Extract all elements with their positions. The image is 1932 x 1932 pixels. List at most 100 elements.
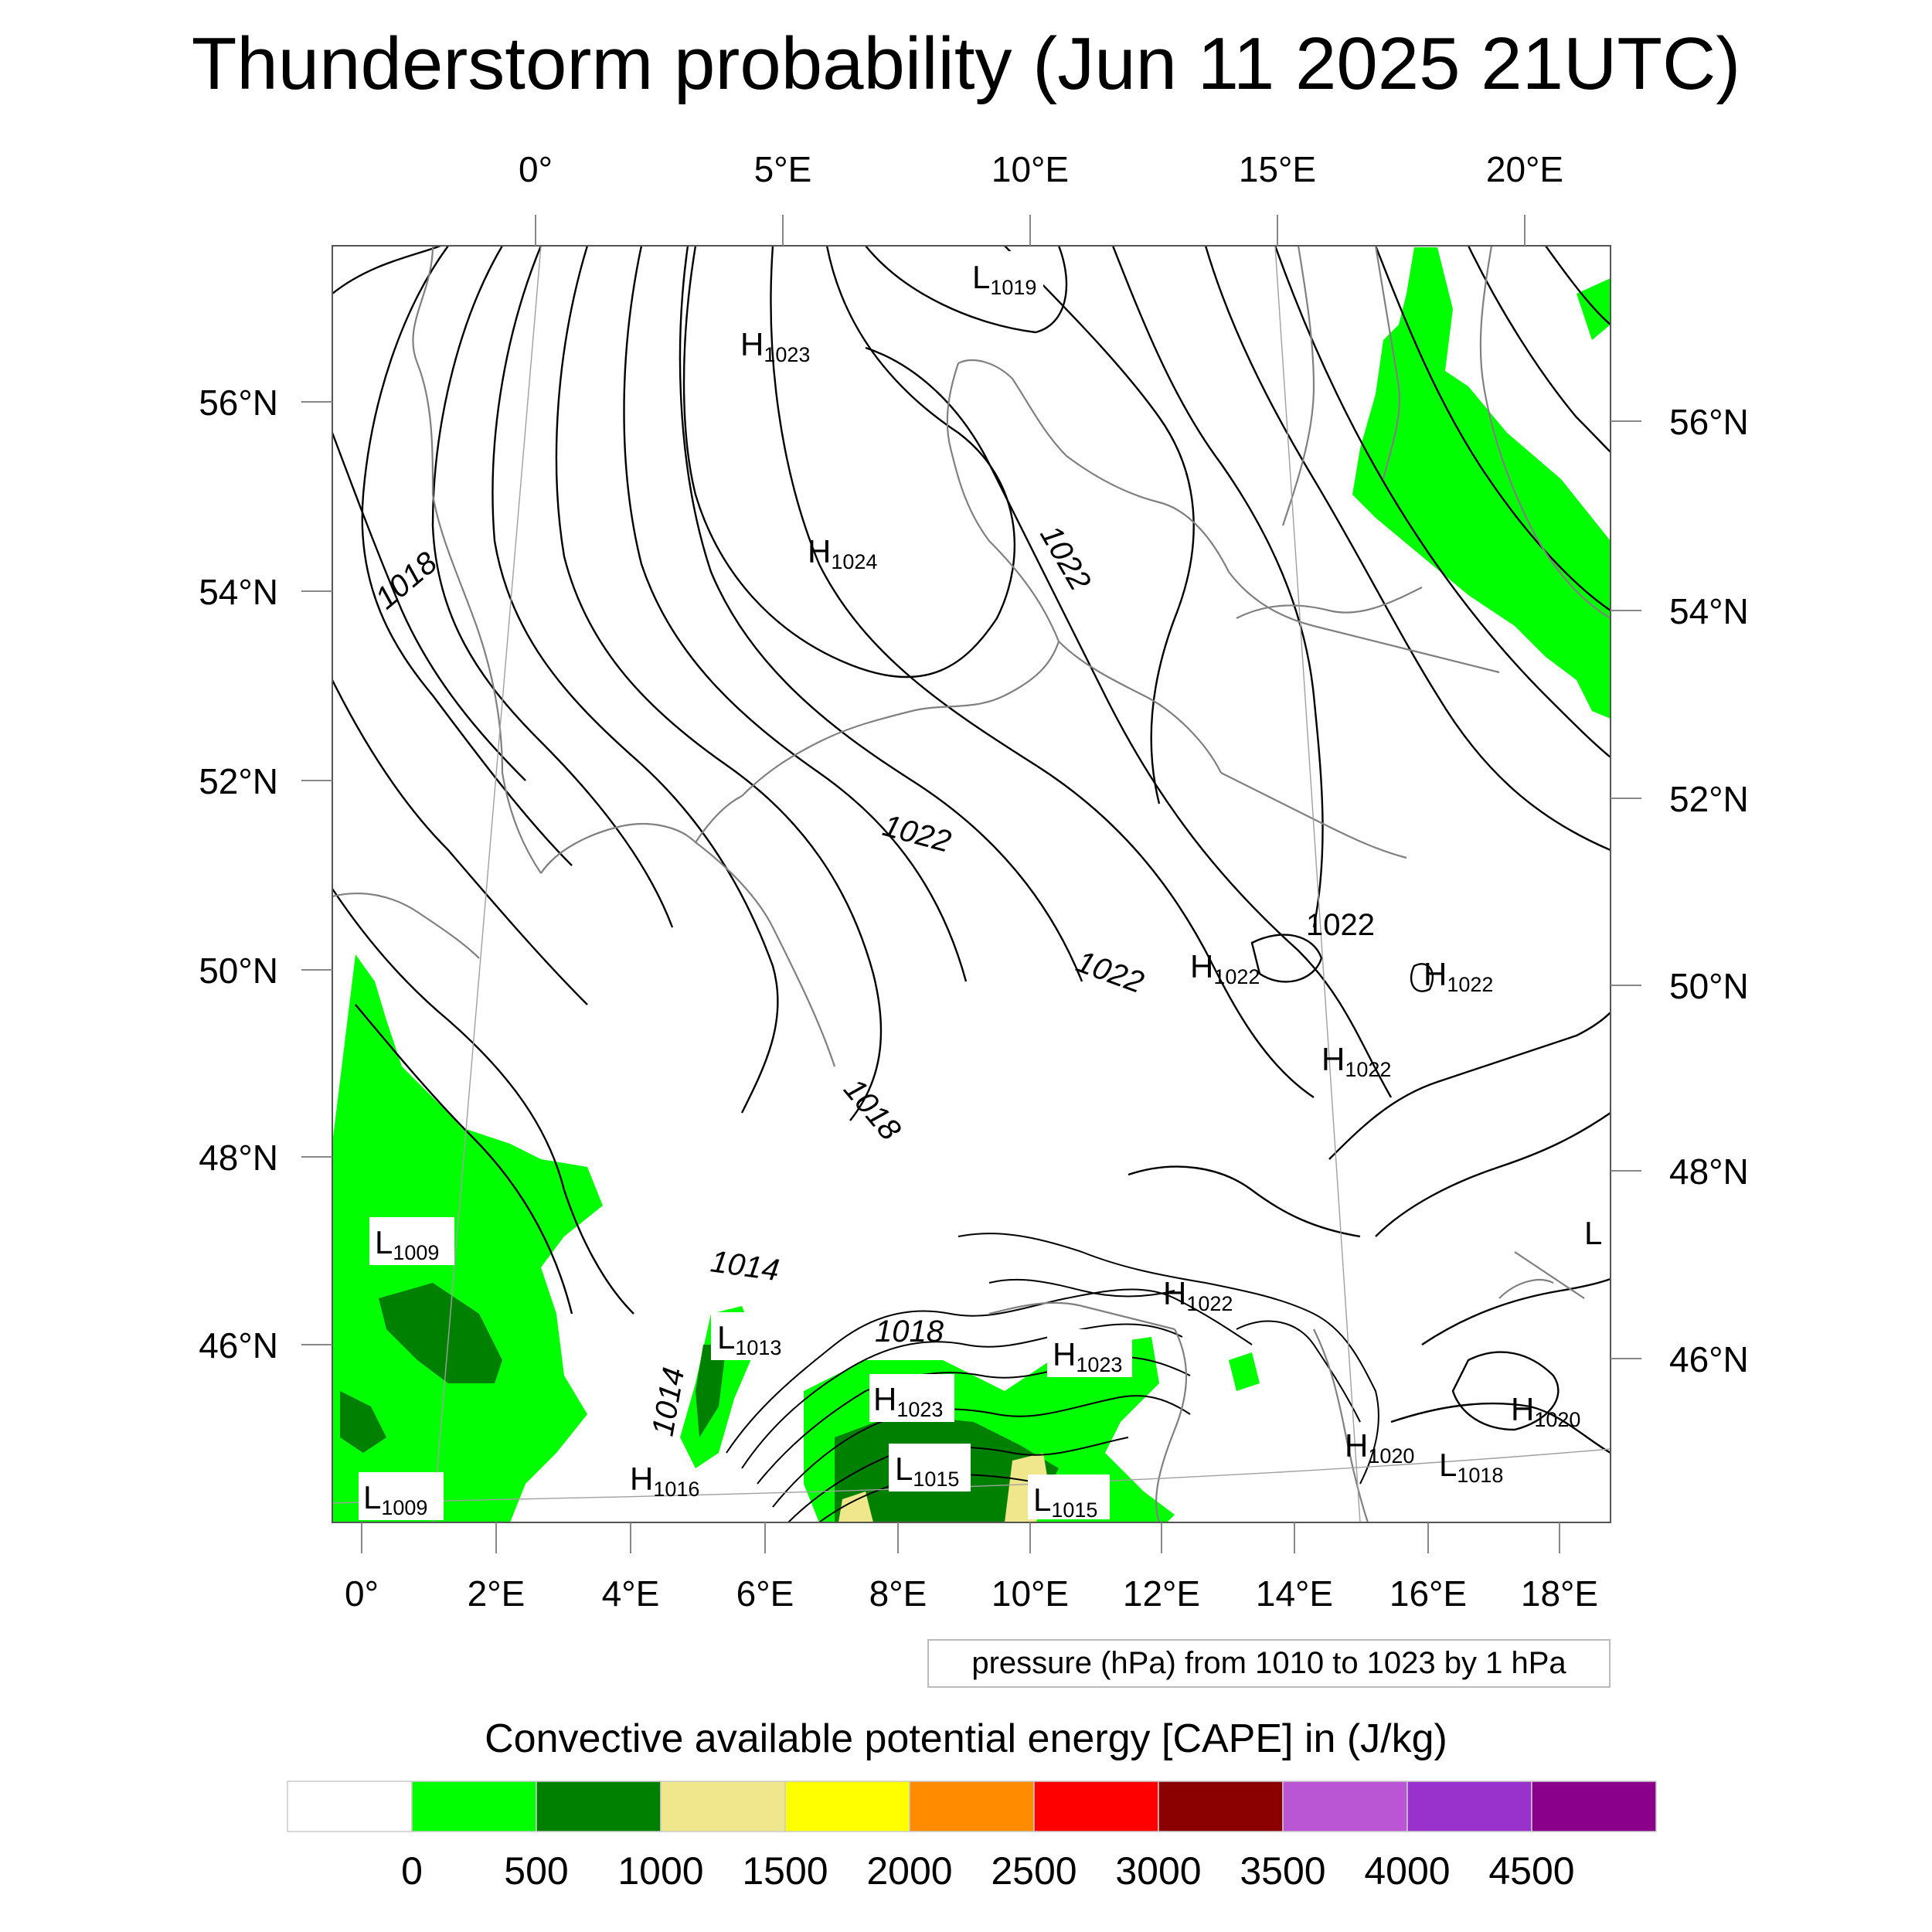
isobar	[1274, 246, 1611, 758]
pressure-centers: L1019 H1023 H1024 H1022 H1022 H1022 L100…	[359, 251, 1602, 1522]
bottom-lon-label: 12°E	[1123, 1573, 1200, 1614]
colorbar-swatch	[1033, 1781, 1159, 1832]
isobar	[332, 888, 634, 1315]
border	[1220, 772, 1407, 859]
coastline	[741, 641, 1060, 797]
contour-label: 1022	[879, 808, 954, 859]
colorbar-tick-label: 1500	[742, 1849, 828, 1893]
bottom-lon-label: 10°E	[992, 1573, 1069, 1614]
pressure-center: H1023	[1053, 1336, 1122, 1376]
pressure-center: H1022	[1423, 956, 1493, 996]
colorbar-swatch	[287, 1781, 413, 1832]
pressure-center: L1013	[717, 1319, 781, 1359]
isobar	[555, 246, 883, 1121]
plot-frame	[332, 245, 1611, 1523]
isobar	[1421, 1277, 1611, 1345]
pressure-center: L1015	[895, 1451, 959, 1491]
isobar	[431, 246, 674, 928]
isobar	[1128, 1165, 1361, 1238]
right-lat-label: 56°N	[1669, 402, 1749, 442]
border	[1498, 1279, 1554, 1299]
isobar	[1236, 1320, 1361, 1423]
coastline	[957, 359, 1230, 573]
colorbar-title: Convective available potential energy [C…	[485, 1716, 1447, 1761]
colorbar-swatch	[1158, 1781, 1284, 1832]
coastline	[1155, 1328, 1188, 1522]
isobar	[1375, 1112, 1611, 1237]
bottom-lon-label: 6°E	[736, 1573, 794, 1614]
axis-labels: 0° 5°E 10°E 15°E 20°E 0° 2°E 4°E 6°E 8°E…	[199, 149, 1749, 1614]
colorbar-tick-label: 500	[504, 1849, 568, 1893]
isobar	[492, 246, 779, 1114]
isobar	[332, 679, 588, 1005]
left-lat-label: 54°N	[199, 572, 278, 612]
border	[1058, 641, 1222, 774]
isobar	[741, 1323, 1183, 1469]
coastline	[1281, 246, 1315, 526]
colorbar: 0 500 1000 1500 2000 2500 3000 3500 4000 4500	[287, 1781, 1657, 1893]
right-lat-label: 54°N	[1669, 591, 1749, 631]
cape-area-dark-south-west	[696, 1345, 726, 1437]
pressure-center: H1023	[873, 1381, 943, 1421]
left-lat-label: 52°N	[199, 761, 278, 801]
isobar	[1004, 246, 1195, 804]
isobar	[332, 246, 441, 294]
isobar	[726, 1288, 1253, 1454]
pressure-center: H1020	[1511, 1391, 1580, 1431]
meridian-0	[432, 246, 542, 1522]
isobar	[1390, 1402, 1611, 1454]
colorbar-swatch	[909, 1781, 1035, 1832]
colorbar-tick-label: 3500	[1240, 1849, 1325, 1893]
pressure-center: H1022	[1190, 948, 1260, 988]
isobar	[957, 1233, 1379, 1485]
cape-area-dark-west-2	[340, 1391, 386, 1453]
left-lat-label: 46°N	[199, 1325, 278, 1366]
colorbar-swatch	[1531, 1781, 1657, 1832]
top-lon-label: 5°E	[754, 149, 812, 189]
left-lat-label: 56°N	[199, 383, 278, 423]
colorbar-swatch	[660, 1781, 786, 1832]
contour-label: 1018	[875, 1315, 944, 1349]
pressure-center: L	[1584, 1215, 1602, 1251]
isobar	[770, 246, 1315, 1098]
border	[695, 842, 836, 1067]
colorbar-tick-label: 1000	[617, 1849, 703, 1893]
top-lon-label: 20°E	[1486, 149, 1563, 189]
right-lat-label: 46°N	[1669, 1339, 1749, 1379]
isobar	[1111, 246, 1324, 928]
bottom-lon-label: 0°	[345, 1573, 379, 1614]
pressure-center: H1020	[1345, 1427, 1414, 1468]
right-lat-label: 48°N	[1669, 1151, 1749, 1192]
coastlines-and-borders	[332, 246, 1611, 1522]
coastline	[332, 892, 480, 959]
coastline	[1479, 246, 1611, 619]
coastline	[946, 362, 1060, 642]
bottom-lon-label: 18°E	[1521, 1573, 1598, 1614]
pressure-center: L1018	[1439, 1447, 1503, 1487]
cape-area-northeast-2	[1577, 278, 1611, 340]
pressure-center: L1009	[375, 1224, 439, 1264]
pressure-center: H1022	[1321, 1041, 1391, 1081]
isobar	[1410, 963, 1434, 992]
isobar	[679, 246, 1083, 982]
colorbar-swatch	[784, 1781, 910, 1832]
isobar	[361, 246, 573, 866]
isobar	[772, 1395, 1191, 1508]
contour-label: 1014	[709, 1244, 781, 1287]
isobar	[865, 246, 1068, 334]
isobar	[865, 346, 1393, 1098]
isobar	[1328, 1012, 1611, 1160]
contour-label: 1022	[1072, 944, 1148, 1000]
left-lat-label: 48°N	[199, 1138, 278, 1178]
colorbar-swatch	[536, 1781, 662, 1832]
colorbar-tick-label: 4000	[1364, 1849, 1450, 1893]
isobar	[1545, 246, 1611, 325]
pressure-center: L1019	[972, 259, 1036, 299]
contour-label: 1022	[1033, 520, 1097, 597]
isobar	[1467, 246, 1611, 453]
coastline	[1374, 246, 1401, 480]
pressure-center: H1016	[630, 1461, 699, 1501]
isobar	[1204, 246, 1611, 852]
cape-area-northeast	[1352, 247, 1611, 719]
